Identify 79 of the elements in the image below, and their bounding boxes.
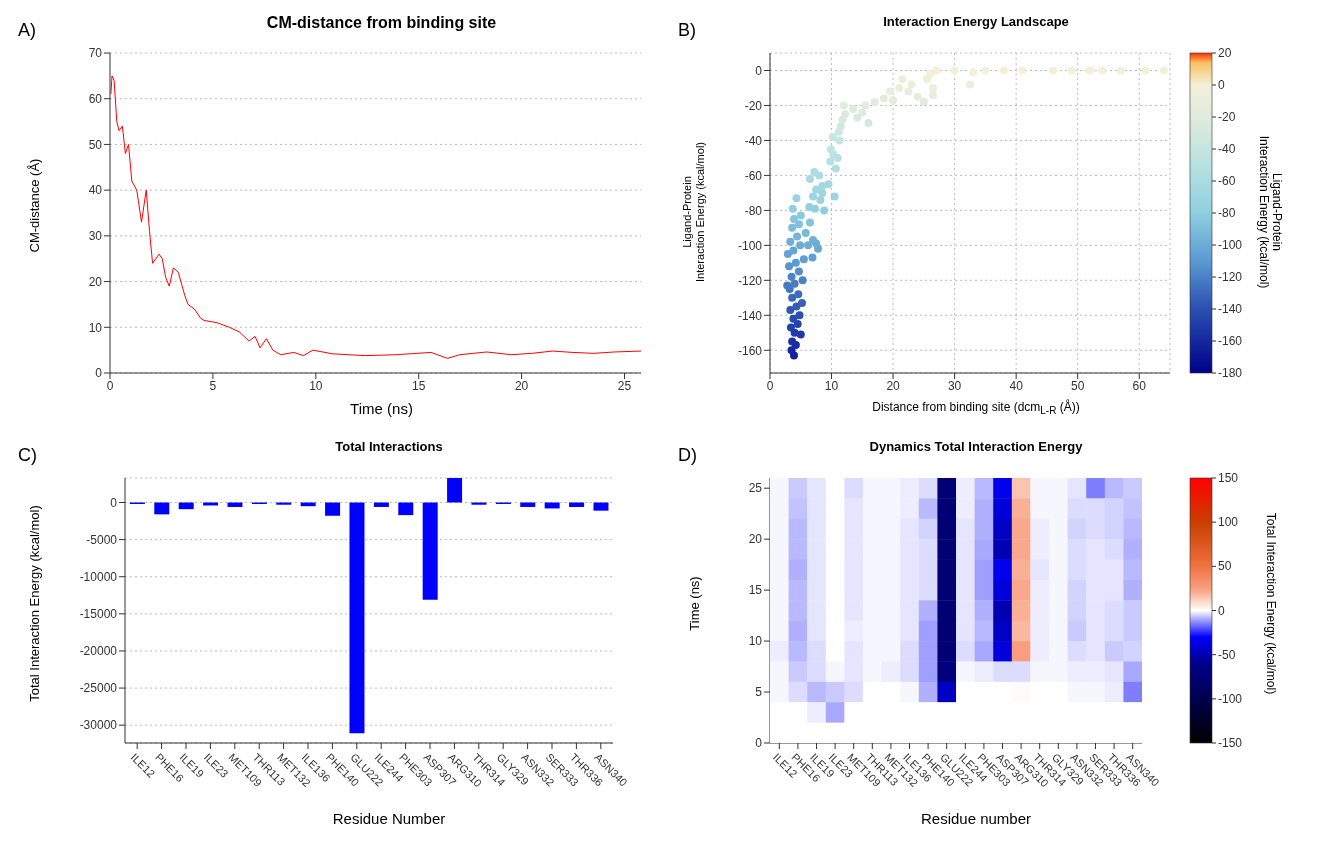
color-bar-label: -180 [1218, 366, 1243, 380]
y-axis-title: Total Interaction Energy (kcal/mol) [26, 503, 42, 704]
color-bar-title: Total Interaction Energy (kcal/mol) [1263, 511, 1278, 696]
y-axis-title: Time (ns) [686, 574, 702, 633]
chart-title: Total Interactions [334, 439, 444, 454]
x-tick-label: 25 [617, 378, 632, 393]
y-axis-title: Ligand-Protein Interaction Energy (kcal/mol) [681, 141, 707, 284]
y-tick-label: 70 [88, 46, 103, 61]
y-tick-label: 20 [748, 532, 763, 547]
color-bar-label: 150 [1218, 471, 1239, 485]
y-tick-label: -100 [737, 238, 763, 253]
chart-title: Interaction Energy Landscape [882, 14, 1070, 29]
chart-title: CM-distance from binding site [265, 14, 498, 32]
color-bar-label: 100 [1218, 515, 1239, 530]
x-tick-label: 20 [514, 378, 529, 393]
text: A) [18, 20, 36, 41]
y-tick-label: -10000 [79, 569, 118, 584]
y-tick-label: -160 [737, 343, 763, 358]
color-bar-label: -20 [1218, 110, 1236, 124]
color-bar-label: -100 [1218, 691, 1243, 706]
chart-title: Dynamics Total Interaction Energy [868, 439, 1084, 454]
color-bar-label: -160 [1218, 334, 1243, 348]
y-tick-label: -15000 [79, 607, 118, 622]
color-bar-label: 20 [1218, 46, 1232, 60]
x-tick-label: 20 [886, 378, 901, 393]
x-tick-label: 0 [766, 378, 774, 393]
color-bar-title: Ligand-Protein Interaction Energy (kcal/mol) [1257, 134, 1284, 291]
y-tick-label: -40 [744, 133, 763, 148]
x-axis-title: Residue Number [331, 810, 447, 827]
x-tick-label: 30 [947, 378, 962, 393]
text: C) [18, 445, 37, 466]
color-bar-label: -50 [1218, 647, 1236, 662]
y-tick-label: 0 [755, 736, 763, 751]
text: D) [678, 445, 697, 466]
color-bar-label: -80 [1218, 206, 1236, 220]
y-tick-label: 50 [88, 137, 103, 152]
y-tick-label: -140 [737, 308, 763, 323]
y-tick-label: 60 [88, 91, 103, 106]
y-tick-label: 25 [748, 481, 763, 496]
y-tick-label: -20000 [79, 644, 118, 659]
color-bar-label: 0 [1218, 78, 1225, 92]
x-axis-title: Time (ns) [349, 400, 414, 417]
y-tick-label: 10 [88, 320, 103, 335]
color-bar-label: -120 [1218, 270, 1243, 284]
x-tick-label: 10 [309, 378, 323, 393]
y-tick-label: 0 [95, 366, 103, 381]
color-bar-label: -140 [1218, 302, 1243, 316]
color-bar-label: -40 [1218, 142, 1236, 156]
y-tick-label: -30000 [79, 718, 118, 733]
y-tick-label: -20 [744, 98, 763, 113]
line-series [110, 75, 641, 359]
y-tick-label: -120 [737, 273, 763, 288]
y-tick-label: -60 [744, 168, 763, 183]
y-tick-label: 10 [748, 634, 763, 649]
y-tick-label: -80 [744, 203, 763, 218]
text: B) [678, 20, 696, 41]
y-tick-label: 0 [755, 63, 763, 78]
y-tick-label: 15 [748, 583, 763, 598]
y-tick-label: 30 [88, 229, 103, 244]
y-tick-label: 40 [88, 183, 103, 198]
color-bar-label: 50 [1218, 559, 1232, 574]
color-bar-label: 0 [1218, 603, 1225, 618]
y-tick-label: 0 [110, 495, 118, 510]
y-tick-label: -25000 [79, 681, 118, 696]
x-tick-label: 15 [412, 378, 426, 393]
y-tick-label: 5 [755, 685, 763, 700]
color-bar-label: -60 [1218, 174, 1236, 188]
y-tick-label: -5000 [86, 532, 118, 547]
y-tick-label: 20 [88, 274, 103, 289]
x-tick-label: 50 [1071, 378, 1085, 393]
x-tick-label: 10 [824, 378, 839, 393]
x-tick-label: 60 [1132, 378, 1147, 393]
x-axis-title: Distance from binding site (dcm$_{L-R}$ (Å)) [871, 400, 1081, 417]
y-axis-title: CM-distance (Å) [26, 157, 42, 255]
x-axis-title: Residue number [919, 810, 1033, 827]
color-bar-label: -150 [1218, 736, 1243, 750]
color-bar-label: -100 [1218, 238, 1243, 252]
x-tick-label: 40 [1009, 378, 1024, 393]
x-tick-label: 5 [209, 378, 217, 393]
